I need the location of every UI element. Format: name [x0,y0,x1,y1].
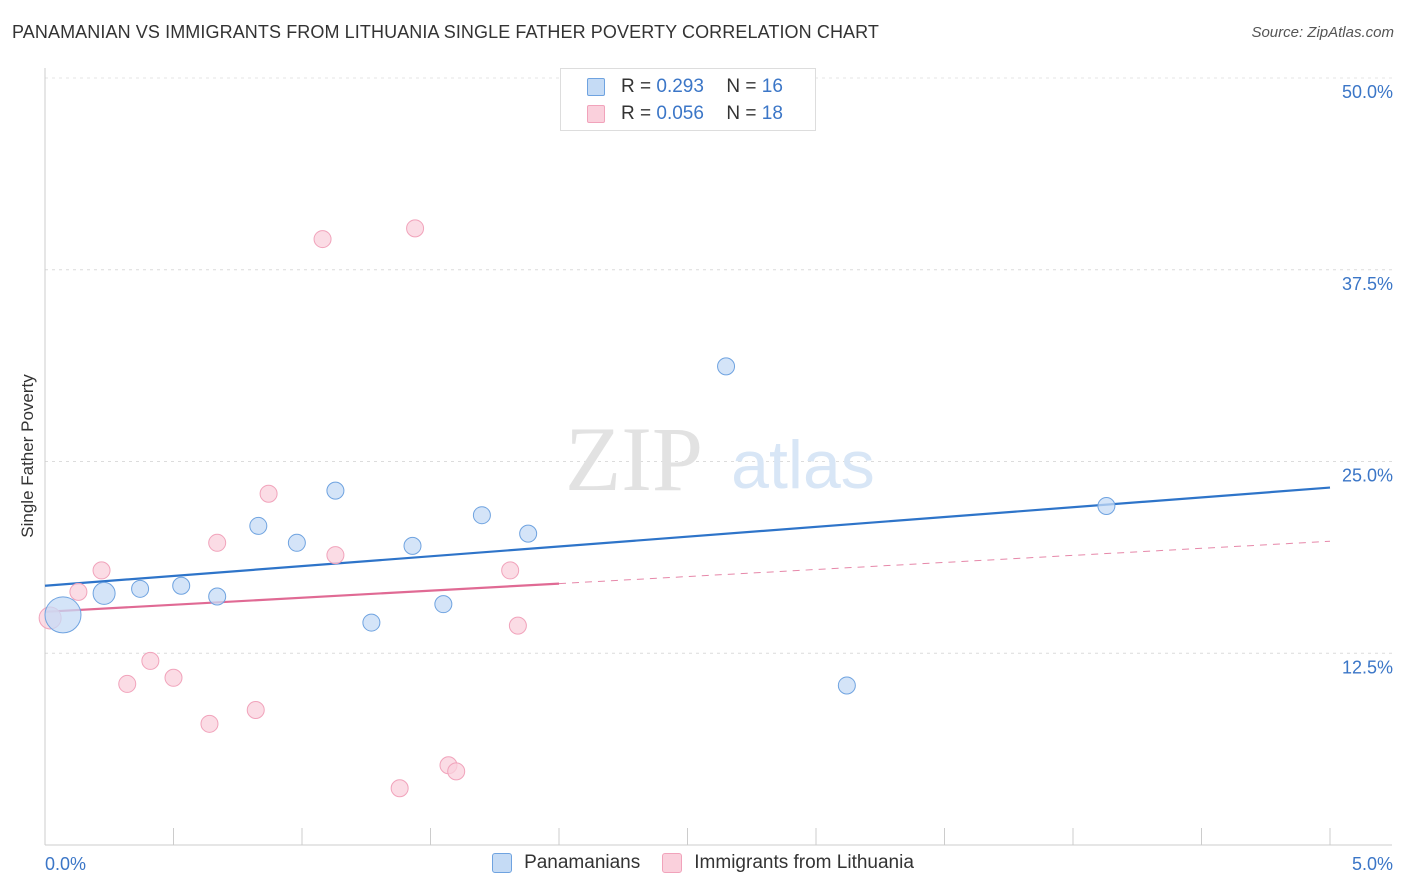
trend-line-0 [44,486,1331,587]
legend-r-label: R = [621,76,652,97]
y-tick-label: 50.0% [1342,82,1393,102]
legend-n-label: N = [726,76,757,97]
y-tick-label: 25.0% [1342,466,1393,486]
watermark: ZIP atlas [565,408,875,510]
point-panamanian [472,506,491,525]
watermark-zip: ZIP [565,408,703,510]
trend-line-1 [44,582,560,613]
point-panamanian [362,613,381,632]
legend-n-value: 16 [761,76,783,97]
tick-labels: 12.5% 25.0% 37.5% 50.0% 0.0% 5.0% [45,82,1393,874]
point-panamanian [249,516,268,535]
legend-row-lithuania: R = 0.056 N = 18 [587,102,783,126]
series-legend-label: Immigrants from Lithuania [694,852,914,873]
y-axis-label: Single Father Poverty [18,374,37,538]
point-lithuania [141,651,160,670]
point-lithuania [390,779,409,798]
correlation-legend: R = 0.293 N = 16 R = 0.056 N = 18 [560,68,816,131]
legend-n-value: 18 [761,103,783,124]
y-tick-label: 37.5% [1342,274,1393,294]
point-panamanian [717,357,736,376]
point-panamanian [519,524,538,543]
legend-n-label: N = [726,103,757,124]
chart-title: PANAMANIAN VS IMMIGRANTS FROM LITHUANIA … [12,22,880,42]
point-panamanian [326,481,345,500]
point-lithuania [69,582,88,601]
point-lithuania [406,219,425,238]
point-lithuania [508,616,527,635]
point-panamanian [208,587,227,606]
point-panamanian [434,595,453,614]
legend-swatch-blue [587,78,605,96]
legend-r-value: 0.056 [656,103,704,124]
trend-lines [44,486,1331,613]
series-legend: Panamanians Immigrants from Lithuania [0,852,1406,874]
series-legend-panamanians[interactable]: Panamanians [492,852,640,874]
point-lithuania [447,762,466,781]
point-panamanian [172,576,191,595]
trend-line-dashed-1 [558,540,1331,585]
series-swatch-pink [662,853,683,873]
x-tick-label: 0.0% [45,854,86,874]
data-points [38,219,1116,798]
legend-r-label: R = [621,103,652,124]
x-tick-label: 5.0% [1352,854,1393,874]
point-panamanian [92,581,116,605]
axes [44,68,1392,846]
watermark-atlas: atlas [731,427,875,503]
point-lithuania [259,484,278,503]
point-panamanian [131,579,150,598]
series-swatch-blue [492,853,513,873]
point-lithuania [501,561,520,580]
point-lithuania [313,230,332,249]
point-panamanian [1097,496,1116,515]
point-lithuania [118,674,137,693]
point-lithuania [208,533,227,552]
series-legend-label: Panamanians [524,852,641,873]
legend-swatch-pink [587,105,605,123]
y-tick-label: 12.5% [1342,657,1393,677]
point-panamanian [44,596,82,634]
point-panamanian [403,536,422,555]
point-lithuania [164,668,183,687]
point-lithuania [246,701,265,720]
point-lithuania [326,546,345,565]
legend-row-panamanians: R = 0.293 N = 16 [587,75,783,99]
legend-r-value: 0.293 [656,76,704,97]
point-panamanian [287,533,306,552]
source-credit: Source: ZipAtlas.com [1251,24,1394,41]
point-lithuania [200,714,219,733]
point-lithuania [92,561,111,580]
point-panamanian [837,676,856,695]
series-legend-lithuania[interactable]: Immigrants from Lithuania [662,852,914,874]
